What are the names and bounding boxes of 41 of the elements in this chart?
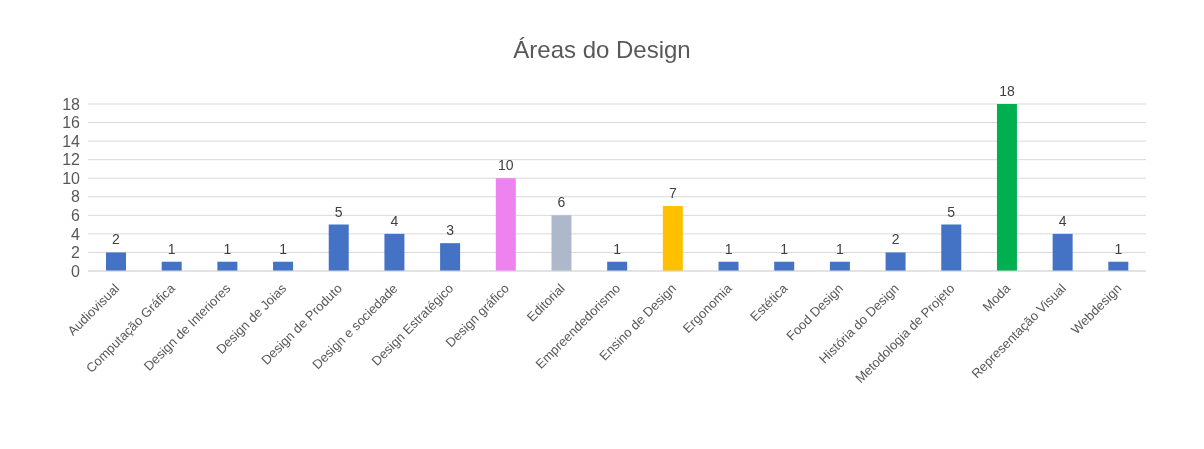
data-label: 2 xyxy=(891,231,900,248)
data-label: 7 xyxy=(668,185,677,202)
data-label: 1 xyxy=(836,240,844,257)
bar xyxy=(384,233,405,271)
bar xyxy=(495,178,516,271)
y-tick-label: 0 xyxy=(71,262,81,280)
y-tick-label: 6 xyxy=(71,207,81,225)
bar xyxy=(662,206,683,271)
bar xyxy=(1052,233,1073,271)
data-label: 18 xyxy=(999,83,1015,99)
data-label: 1 xyxy=(724,240,733,257)
data-label: 1 xyxy=(613,240,622,257)
data-label: 4 xyxy=(1058,212,1067,229)
y-tick-label: 16 xyxy=(62,114,81,132)
data-label: 5 xyxy=(334,203,343,220)
data-label: 1 xyxy=(1114,240,1123,257)
data-label: 6 xyxy=(557,194,566,211)
data-label: 2 xyxy=(112,231,121,248)
bar xyxy=(328,224,349,271)
bar xyxy=(941,224,962,271)
bar xyxy=(885,252,906,271)
data-label: 1 xyxy=(279,240,288,257)
y-tick-label: 12 xyxy=(62,151,81,169)
data-label: 10 xyxy=(498,157,514,174)
y-tick-label: 4 xyxy=(71,225,81,243)
data-label: 1 xyxy=(223,240,232,257)
bar xyxy=(440,243,461,271)
bar xyxy=(551,215,572,271)
data-label: 3 xyxy=(446,222,455,239)
data-label: 4 xyxy=(390,212,399,229)
bar xyxy=(106,252,126,271)
y-tick-label: 14 xyxy=(62,132,81,150)
y-tick-label: 8 xyxy=(71,188,81,206)
bar xyxy=(996,104,1017,271)
y-tick-label: 10 xyxy=(62,169,81,187)
data-label: 1 xyxy=(167,240,176,257)
data-label: 5 xyxy=(947,203,956,220)
data-label: 1 xyxy=(780,240,789,257)
y-tick-label: 18 xyxy=(62,95,81,113)
chart-title: Áreas do Design xyxy=(512,35,692,65)
y-tick-label: 2 xyxy=(71,244,81,262)
